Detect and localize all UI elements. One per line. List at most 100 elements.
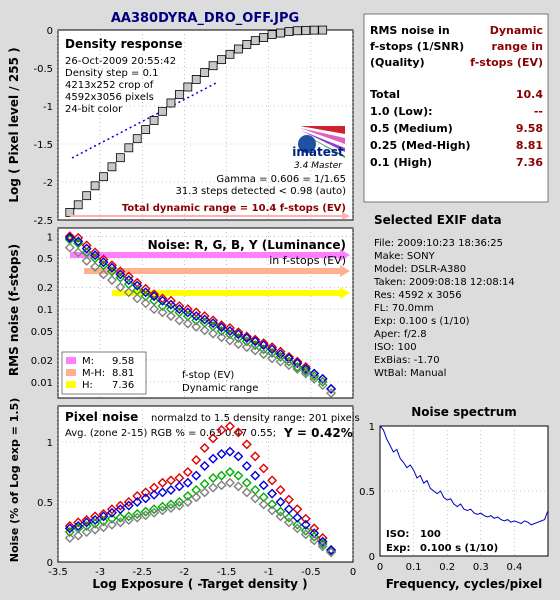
noise-marker-y [174, 315, 185, 326]
rms-row-label: 1.0 (Low): [370, 105, 433, 118]
legend-label: M-H: [82, 368, 105, 379]
noise-marker-y [165, 311, 176, 322]
pixel-marker-r [250, 451, 261, 462]
noise-marker-y [241, 342, 252, 353]
noise-marker-y [73, 247, 84, 258]
gamma-text: Gamma = 0.606 = 1/1.65 [216, 174, 346, 185]
noise-marker-b [81, 243, 92, 254]
pixel-marker-y [73, 530, 84, 541]
pixel-marker-b [81, 517, 92, 528]
density-y-tick: 0 [47, 26, 53, 37]
pixel-marker-r [123, 497, 134, 507]
pixel-marker-y [106, 519, 117, 530]
pixel-marker-b [317, 536, 328, 547]
pixel-noise-y-value: Y = 0.42% [283, 426, 353, 440]
pixel-marker-r [182, 467, 193, 477]
pixel-y-tick: 0.5 [37, 498, 53, 509]
pixel-marker-y [132, 512, 143, 523]
pixel-marker-y [98, 522, 109, 533]
noise-y-tick: 0.05 [31, 327, 53, 338]
density-step-marker [90, 181, 100, 191]
noise-marker-r [233, 327, 244, 338]
noise-marker-b [216, 322, 227, 333]
imatest-logo: imatest 3.4 Master [292, 126, 345, 171]
pixel-marker-b [115, 504, 126, 515]
noise-marker-b [292, 358, 303, 369]
pixel-x-tick: -3.5 [48, 567, 68, 578]
density-step-marker [259, 33, 269, 42]
noise-marker-b [258, 340, 269, 351]
pixel-marker-y [199, 487, 210, 498]
density-step-markers [65, 25, 328, 217]
exif-line: Taken: 2009:08:18 12:08:14 [373, 277, 515, 288]
rms-row-label: 0.5 (Medium) [370, 122, 453, 135]
density-info-line: 24-bit color [65, 104, 123, 115]
rms-header-line: f-stops (1/SNR) [370, 40, 464, 53]
noise-marker-b [149, 291, 160, 302]
exif-line: Make: SONY [374, 251, 436, 262]
pixel-marker-b [90, 515, 101, 525]
noise-marker-y [233, 339, 244, 350]
noise-marker-y [258, 349, 269, 360]
noise-y-axis-label: RMS noise (f-stops) [7, 244, 21, 376]
pixel-marker-g [224, 467, 235, 477]
legend-swatch [66, 381, 76, 388]
density-step-marker [284, 27, 294, 36]
pixel-marker-b [149, 489, 160, 500]
density-step-marker [276, 28, 285, 38]
pixel-marker-y [81, 527, 92, 537]
noise-marker-r [241, 331, 252, 342]
noise-marker-y [267, 353, 278, 364]
pixel-marker-r [73, 517, 84, 528]
pixel-marker-y [216, 480, 227, 491]
spectrum-exp-value: 0.100 s (1/10) [420, 543, 498, 554]
band-high-arrow [340, 287, 350, 299]
density-info-line: 26-Oct-2009 20:55:42 [65, 56, 176, 67]
noise-marker-g [157, 301, 168, 312]
pixel-marker-b [283, 504, 294, 515]
noise-marker-b [115, 269, 126, 280]
pixel-marker-y [90, 524, 101, 535]
pixel-marker-g [157, 501, 168, 512]
pixel-marker-b [292, 512, 303, 523]
exif-line: Aper: f/2.8 [374, 329, 427, 340]
pixel-marker-r [224, 421, 235, 432]
noise-marker-y [123, 287, 134, 298]
noise-marker-b [157, 295, 168, 306]
pixel-marker-y [165, 503, 176, 513]
noise-marker-b [174, 304, 185, 315]
noise-marker-b [140, 287, 151, 298]
density-panel: 0 -0.5 -1 -1.5 -2 -2.5 Log ( Pixel level / 25… [7, 25, 354, 227]
pixel-marker-g [326, 546, 337, 557]
density-info-line: 4213x252 crop of [65, 80, 154, 91]
pixel-marker-y [157, 505, 168, 516]
noise-marker-b [309, 368, 320, 379]
noise-y-tick-labels: 1 0.5 0.2 0.1 0.05 0.02 0.01 [31, 232, 53, 389]
noise-marker-b [208, 318, 219, 329]
pixel-marker-g [174, 497, 185, 507]
noise-marker-b [241, 333, 252, 344]
rms-row-value: 7.36 [516, 156, 543, 169]
dr-header-line: f-stops (EV) [470, 56, 543, 69]
legend-value: 9.58 [112, 356, 134, 367]
pixel-noise-avg: Avg. (zone 2-15) RGB % = 0.63 0.47 0.55; [65, 428, 276, 439]
total-dynamic-range-text: Total dynamic range = 10.4 f-stops (EV) [122, 203, 346, 214]
pixel-marker-r [106, 504, 117, 515]
density-info-line: Density step = 0.1 [65, 68, 158, 79]
pixel-x-tick: -0.5 [301, 567, 321, 578]
pixel-marker-g [182, 491, 193, 501]
noise-y-tick: 0.02 [31, 356, 53, 367]
density-step-marker [73, 200, 83, 210]
noise-marker-y [309, 373, 320, 384]
density-y-tick-labels: 0 -0.5 -1 -1.5 -2 -2.5 [33, 26, 53, 227]
pixel-marker-r [132, 491, 143, 501]
noise-marker-r [73, 232, 84, 243]
pixel-marker-r [300, 513, 311, 524]
density-step-marker [99, 172, 108, 182]
pixel-marker-y [140, 510, 151, 521]
spectrum-exp-label: Exp: [386, 543, 410, 554]
density-step-marker [174, 90, 184, 99]
spectrum-y-tick: 0 [369, 552, 375, 563]
rms-dr-table: RMS noise in f-stops (1/SNR) (Quality) D… [363, 13, 549, 203]
noise-marker-r [98, 254, 109, 265]
